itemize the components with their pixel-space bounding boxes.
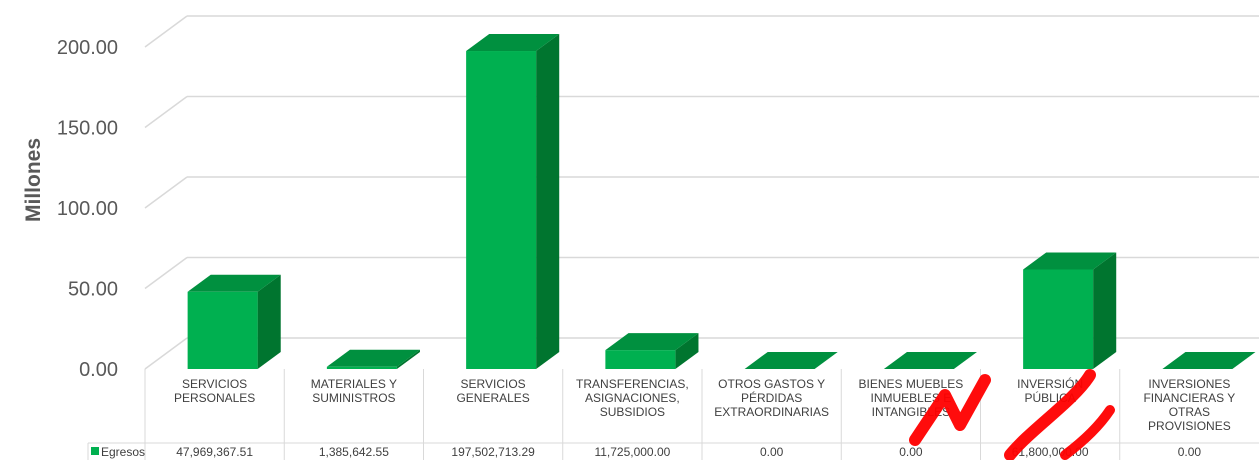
bar <box>326 349 420 369</box>
x-tick-label: OTROS GASTOS Y PÉRDIDAS EXTRAORDINARIAS <box>714 377 829 419</box>
bar-side <box>1093 252 1117 369</box>
x-tick-label: MATERIALES Y SUMINISTROS <box>311 377 397 405</box>
bar <box>1023 252 1117 369</box>
data-label: 11,725,000.00 <box>594 445 670 459</box>
y-tick-label: 100.00 <box>57 198 118 220</box>
x-tick-label-line: OTROS GASTOS Y <box>718 377 825 391</box>
bar-top <box>605 333 699 351</box>
gridline-diagonal <box>144 95 188 129</box>
bar <box>187 274 281 369</box>
gridline-diagonal <box>144 15 188 48</box>
data-label: 1,385,642.55 <box>319 445 389 459</box>
bar-front <box>326 366 397 369</box>
bar <box>1162 351 1256 369</box>
y-tick-label: 50.00 <box>68 279 118 301</box>
gridline-diagonal <box>144 256 188 290</box>
data-label: 0.00 <box>760 445 784 459</box>
bar <box>605 333 699 369</box>
bar-top <box>187 274 281 292</box>
x-tick-label-line: TRANSFERENCIAS, <box>576 377 689 391</box>
bar-top <box>1023 252 1117 270</box>
bar-top <box>326 349 420 367</box>
x-tick-label: SERVICIOS GENERALES <box>456 377 529 405</box>
x-tick-label-line: PROVISIONES <box>1148 419 1231 433</box>
x-tick-label-line: PÉRDIDAS <box>741 390 802 405</box>
x-tick-label-line: INVERSIÓN <box>1017 376 1083 391</box>
watermark-stroke <box>1004 369 1096 460</box>
x-tick-label: INVERSIONES FINANCIERAS Y OTRAS PROVISIONES <box>1143 377 1235 433</box>
bar-top <box>744 351 838 369</box>
bar-top <box>1162 351 1256 369</box>
x-tick-label-line: SUBSIDIOS <box>600 405 665 419</box>
watermark-stroke <box>1060 405 1115 460</box>
bar-side <box>257 274 281 369</box>
bars <box>187 33 1256 369</box>
x-tick-label: TRANSFERENCIAS, ASIGNACIONES, SUBSIDIOS <box>576 377 689 419</box>
bar-front <box>466 51 537 369</box>
data-label: 47,969,367.51 <box>176 445 253 459</box>
bar <box>466 33 560 369</box>
x-tick-label-line: INVERSIONES <box>1148 377 1230 391</box>
bar-top <box>466 33 560 52</box>
bar-front <box>1023 269 1094 369</box>
watermark-stroke <box>909 374 991 446</box>
y-tick-label: 150.00 <box>57 118 118 140</box>
x-tick-label-line: SUMINISTROS <box>312 391 395 405</box>
x-tick-label-line: PERSONALES <box>174 391 255 405</box>
x-tick-label-line: EXTRAORDINARIAS <box>714 405 829 419</box>
bar-front <box>605 350 676 369</box>
x-tick-label-line: GENERALES <box>456 391 529 405</box>
y-axis-ticks: 0.00 50.00 100.00 150.00 200.00 <box>57 37 118 381</box>
bar-front <box>187 291 258 369</box>
y-tick-label: 200.00 <box>57 37 118 59</box>
legend-label: Egresos <box>101 445 145 459</box>
x-tick-label-line: FINANCIERAS Y <box>1143 391 1235 405</box>
x-tick-label-line: INMUEBLES E <box>871 391 952 405</box>
x-tick-label-line: SERVICIOS <box>182 377 247 391</box>
watermark <box>909 369 1115 460</box>
y-tick-label: 0.00 <box>79 359 118 381</box>
bar <box>744 351 838 369</box>
bar-side <box>675 333 699 369</box>
x-tick-label: SERVICIOS PERSONALES <box>174 377 255 405</box>
gridline-diagonal <box>144 337 188 370</box>
gridline-diagonal <box>144 176 188 209</box>
x-tick-label-line: MATERIALES Y <box>311 377 397 391</box>
x-tick-label-line: OTRAS <box>1169 405 1210 419</box>
x-tick-label-line: SERVICIOS <box>461 377 526 391</box>
legend-swatch <box>91 447 99 455</box>
bar-side <box>396 349 420 369</box>
bar <box>883 351 977 369</box>
data-label: 197,502,713.29 <box>451 445 535 459</box>
x-tick-label-line: ASIGNACIONES, <box>585 391 680 405</box>
x-tick-label-line: BIENES MUEBLES <box>859 377 964 391</box>
data-label: 0.00 <box>1178 445 1202 459</box>
bar-top <box>883 351 977 369</box>
y-axis-label: Millones <box>22 138 45 222</box>
data-label: 0.00 <box>899 445 923 459</box>
bar-side <box>536 33 560 369</box>
